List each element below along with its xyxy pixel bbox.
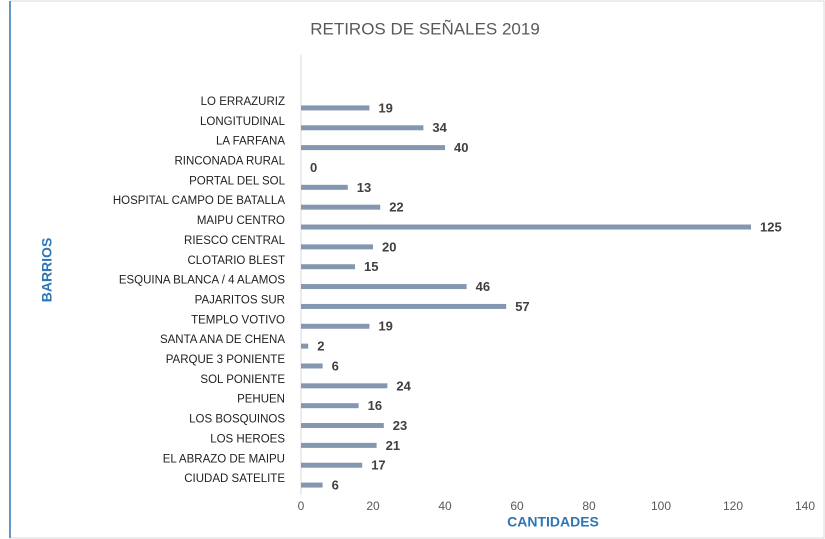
- y-tick-label: PEHUEN: [237, 394, 285, 406]
- bar: [301, 482, 323, 488]
- y-tick-label: LONGITUDINAL: [200, 116, 286, 128]
- value-label: 34: [432, 120, 447, 135]
- bar: [301, 125, 424, 131]
- y-tick-label: LO ERRAZURIZ: [201, 96, 285, 108]
- bar: [301, 244, 373, 250]
- chart-title: RETIROS DE SEÑALES 2019: [310, 19, 540, 38]
- value-label: 2: [317, 339, 324, 354]
- bar: [301, 442, 377, 448]
- y-tick-label: RIESCO CENTRAL: [184, 235, 286, 247]
- y-tick-label: PAJARITOS SUR: [195, 294, 285, 306]
- y-tick-label: ESQUINA BLANCA / 4 ALAMOS: [119, 275, 286, 287]
- bar: [301, 403, 359, 409]
- value-label: 13: [357, 180, 371, 195]
- x-tick-label: 140: [795, 499, 815, 513]
- y-tick-label: TEMPLO VOTIVO: [191, 314, 285, 326]
- y-tick-label: EL ABRAZO DE MAIPU: [163, 453, 285, 465]
- bar: [301, 284, 467, 290]
- y-tick-label: PARQUE 3 PONIENTE: [166, 354, 286, 366]
- value-label: 46: [476, 279, 490, 294]
- y-tick-label: SANTA ANA DE CHENA: [160, 334, 285, 346]
- value-label: 57: [515, 299, 529, 314]
- x-tick-label: 40: [438, 499, 452, 513]
- y-tick-label: CLOTARIO BLEST: [187, 255, 285, 267]
- value-label: 19: [378, 100, 392, 115]
- value-label: 40: [454, 140, 468, 155]
- bar: [301, 462, 363, 468]
- value-label: 16: [368, 398, 382, 413]
- y-axis-label: BARRIOS: [39, 238, 55, 303]
- y-tick-label: RINCONADA RURAL: [174, 156, 285, 168]
- bar: [301, 145, 445, 151]
- value-label: 22: [389, 200, 403, 215]
- bar: [301, 383, 388, 389]
- value-label: 0: [310, 160, 317, 175]
- y-tick-label: CIUDAD SATELITE: [184, 473, 285, 485]
- value-label: 15: [364, 259, 378, 274]
- value-label: 23: [393, 418, 407, 433]
- value-label: 20: [382, 239, 396, 254]
- x-tick-label: 0: [298, 499, 305, 513]
- bar: [301, 323, 370, 329]
- x-tick-label: 120: [723, 499, 743, 513]
- x-tick-label: 20: [366, 499, 380, 513]
- x-axis-label: CANTIDADES: [507, 514, 599, 530]
- value-label: 125: [760, 219, 782, 234]
- value-label: 19: [378, 319, 392, 334]
- y-tick-label: LA FARFANA: [216, 136, 285, 148]
- y-tick-label: MAIPU CENTRO: [197, 215, 285, 227]
- bar: [301, 224, 751, 230]
- chart-frame: [9, 0, 825, 539]
- bar: [301, 343, 309, 349]
- y-tick-label: LOS HEROES: [210, 433, 285, 445]
- value-label: 17: [371, 458, 385, 473]
- value-label: 21: [386, 438, 400, 453]
- y-tick-label: SOL PONIENTE: [200, 374, 285, 386]
- bar: [301, 184, 348, 190]
- value-label: 24: [396, 378, 411, 393]
- y-tick-label: PORTAL DEL SOL: [189, 175, 285, 187]
- y-tick-label: LOS BOSQUINOS: [189, 414, 285, 426]
- value-label: 6: [332, 478, 339, 493]
- x-tick-label: 60: [510, 499, 524, 513]
- bar: [301, 303, 507, 309]
- x-tick-label: 100: [651, 499, 671, 513]
- bar: [301, 423, 384, 429]
- x-tick-label: 80: [582, 499, 596, 513]
- y-tick-label: HOSPITAL CAMPO DE BATALLA: [113, 195, 285, 207]
- bar: [301, 363, 323, 369]
- bar: [301, 105, 370, 111]
- bar: [301, 204, 381, 210]
- value-label: 6: [332, 358, 339, 373]
- bar: [301, 264, 355, 270]
